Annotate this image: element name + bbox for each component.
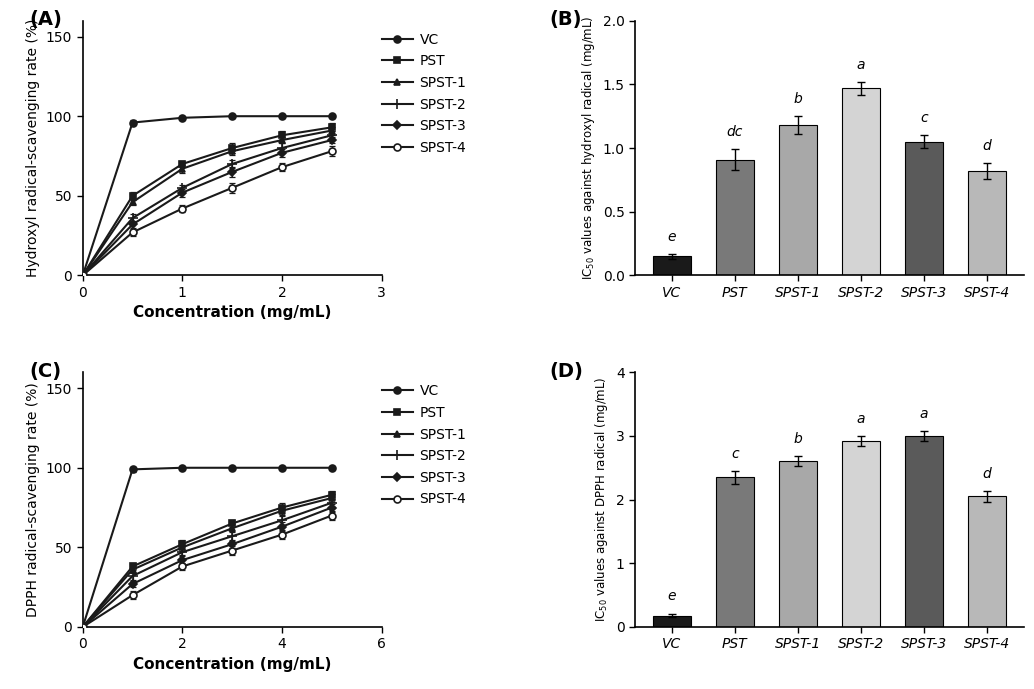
Y-axis label: Hydroxyl radical-scavenging rate (%): Hydroxyl radical-scavenging rate (%) bbox=[27, 19, 40, 277]
Text: (C): (C) bbox=[29, 362, 61, 381]
Text: d: d bbox=[982, 139, 992, 153]
Text: b: b bbox=[793, 432, 802, 446]
Bar bbox=[716, 477, 754, 627]
X-axis label: Concentration (mg/mL): Concentration (mg/mL) bbox=[133, 657, 331, 672]
Bar bbox=[968, 171, 1006, 276]
Bar bbox=[905, 436, 943, 627]
Text: c: c bbox=[731, 446, 738, 461]
Bar bbox=[968, 497, 1006, 627]
Text: (B): (B) bbox=[549, 10, 582, 30]
Text: b: b bbox=[793, 92, 802, 106]
Legend: VC, PST, SPST-1, SPST-2, SPST-3, SPST-4: VC, PST, SPST-1, SPST-2, SPST-3, SPST-4 bbox=[382, 384, 466, 506]
Text: c: c bbox=[920, 111, 927, 125]
Bar bbox=[652, 615, 691, 627]
Bar bbox=[842, 441, 880, 627]
Text: dc: dc bbox=[727, 125, 742, 139]
Bar bbox=[652, 256, 691, 276]
Y-axis label: IC$_{50}$ values against hydroxyl radical (mg/mL): IC$_{50}$ values against hydroxyl radica… bbox=[580, 16, 597, 280]
Text: a: a bbox=[919, 407, 929, 421]
Text: a: a bbox=[856, 412, 865, 426]
Text: e: e bbox=[667, 229, 676, 244]
Bar bbox=[779, 125, 817, 276]
Y-axis label: IC$_{50}$ values against DPPH radical (mg/mL): IC$_{50}$ values against DPPH radical (m… bbox=[594, 377, 610, 622]
Legend: VC, PST, SPST-1, SPST-2, SPST-3, SPST-4: VC, PST, SPST-1, SPST-2, SPST-3, SPST-4 bbox=[382, 32, 466, 155]
Bar bbox=[716, 160, 754, 276]
Text: e: e bbox=[667, 589, 676, 604]
Bar bbox=[905, 142, 943, 276]
Text: d: d bbox=[982, 467, 992, 481]
Text: a: a bbox=[856, 58, 865, 72]
Bar bbox=[779, 462, 817, 627]
Text: (D): (D) bbox=[549, 362, 583, 381]
Y-axis label: DPPH radical-scavenging rate (%): DPPH radical-scavenging rate (%) bbox=[27, 382, 40, 617]
X-axis label: Concentration (mg/mL): Concentration (mg/mL) bbox=[133, 305, 331, 320]
Text: (A): (A) bbox=[29, 10, 62, 30]
Bar bbox=[842, 88, 880, 276]
